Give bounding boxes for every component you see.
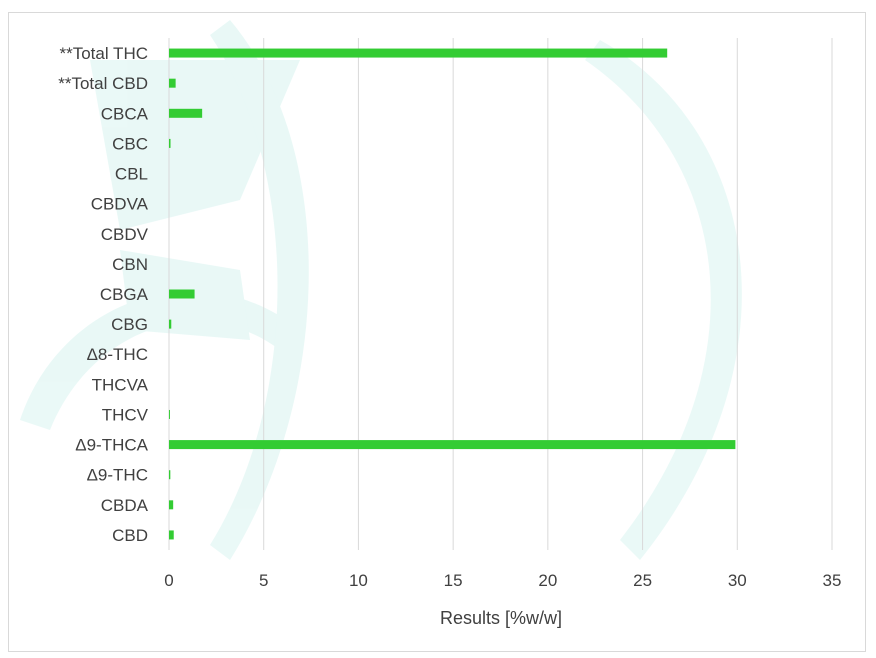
x-tick-label: 20 (538, 571, 557, 590)
x-tick-label: 0 (164, 571, 173, 590)
x-tick-label: 35 (823, 571, 842, 590)
x-tick-label: 30 (728, 571, 747, 590)
category-label: THCV (102, 405, 149, 424)
category-label: CBDV (101, 225, 149, 244)
category-label: Δ8-THC (87, 345, 148, 364)
category-label: Δ9-THCA (75, 436, 148, 455)
x-tick-labels: 0 5 10 15 20 25 30 35 (164, 571, 841, 590)
x-axis-title: Results [%w/w] (440, 608, 562, 628)
x-tick-label: 15 (444, 571, 463, 590)
category-labels: **Total THC **Total CBD CBCA CBC CBL CBDVA CBD… (58, 44, 148, 545)
category-label: CBCA (101, 104, 149, 123)
category-label: Δ9-THC (87, 466, 148, 485)
category-label: CBN (112, 255, 148, 274)
bar (169, 78, 176, 88)
x-tick-label: 10 (349, 571, 368, 590)
category-label: CBC (112, 134, 148, 153)
x-tick-label: 25 (633, 571, 652, 590)
category-label: CBL (115, 165, 148, 184)
category-label: CBG (111, 315, 148, 334)
category-label: CBGA (100, 285, 149, 304)
bar (169, 319, 172, 329)
bar (169, 48, 668, 58)
category-label: CBDA (101, 496, 149, 515)
bar (169, 409, 170, 419)
bar (169, 440, 736, 450)
bar (169, 138, 171, 148)
category-label: **Total CBD (58, 74, 148, 93)
bar (169, 530, 174, 540)
x-tick-label: 5 (259, 571, 268, 590)
bar (169, 289, 195, 299)
bar (169, 108, 203, 118)
category-label: **Total THC (60, 44, 149, 63)
bars (169, 48, 736, 540)
chart-frame (8, 12, 866, 652)
bar (169, 470, 171, 480)
gridlines (168, 38, 833, 550)
category-label: CBDVA (91, 195, 149, 214)
category-label: CBD (112, 526, 148, 545)
bar (169, 500, 174, 510)
category-label: THCVA (92, 375, 149, 394)
